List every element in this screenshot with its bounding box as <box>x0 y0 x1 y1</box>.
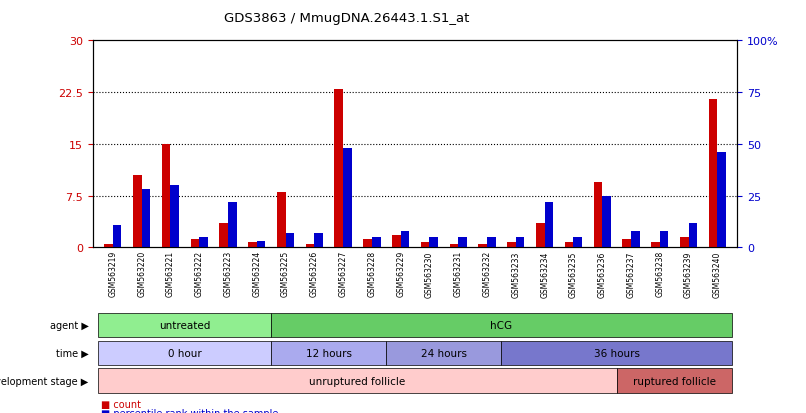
Text: 36 hours: 36 hours <box>593 348 640 358</box>
Bar <box>104 244 113 248</box>
Bar <box>285 233 294 248</box>
Text: time ▶: time ▶ <box>56 348 89 358</box>
Bar <box>660 231 668 248</box>
Bar <box>479 244 487 248</box>
Text: agent ▶: agent ▶ <box>50 320 89 330</box>
Text: 24 hours: 24 hours <box>421 348 467 358</box>
Bar <box>334 90 343 248</box>
Bar <box>162 145 170 248</box>
Bar <box>708 100 717 248</box>
Bar <box>257 242 265 248</box>
Bar <box>113 225 122 248</box>
Bar <box>343 149 351 248</box>
Bar <box>271 313 732 337</box>
Bar <box>98 313 271 337</box>
Text: unruptured follicle: unruptured follicle <box>310 375 405 386</box>
Bar <box>602 196 611 248</box>
Text: ruptured follicle: ruptured follicle <box>633 375 716 386</box>
Bar <box>401 231 409 248</box>
Bar <box>516 237 525 248</box>
Bar <box>622 240 631 248</box>
Bar <box>565 242 573 248</box>
Bar <box>314 233 323 248</box>
Bar <box>372 237 380 248</box>
Bar <box>507 242 516 248</box>
Bar <box>501 341 732 365</box>
Bar <box>421 242 430 248</box>
Bar <box>170 186 179 248</box>
Bar <box>142 190 150 248</box>
Bar <box>219 224 228 248</box>
Bar <box>98 368 617 393</box>
Bar <box>190 240 199 248</box>
Bar <box>617 368 732 393</box>
Bar <box>248 242 257 248</box>
Bar <box>271 341 386 365</box>
Bar <box>593 183 602 248</box>
Bar <box>392 235 401 248</box>
Text: ■ percentile rank within the sample: ■ percentile rank within the sample <box>101 408 278 413</box>
Text: ■ count: ■ count <box>101 399 141 409</box>
Bar <box>680 237 688 248</box>
Bar <box>133 176 142 248</box>
Bar <box>459 237 467 248</box>
Text: 0 hour: 0 hour <box>168 348 202 358</box>
Bar <box>364 240 372 248</box>
Bar <box>98 341 271 365</box>
Bar <box>651 242 660 248</box>
Bar <box>199 237 208 248</box>
Bar <box>688 223 697 248</box>
Text: GDS3863 / MmugDNA.26443.1.S1_at: GDS3863 / MmugDNA.26443.1.S1_at <box>224 12 469 25</box>
Bar <box>487 237 496 248</box>
Text: development stage ▶: development stage ▶ <box>0 375 89 386</box>
Text: untreated: untreated <box>159 320 210 330</box>
Text: 12 hours: 12 hours <box>305 348 351 358</box>
Bar <box>430 237 438 248</box>
Bar <box>545 202 553 248</box>
Bar <box>228 202 237 248</box>
Bar <box>277 193 285 248</box>
Bar <box>536 224 545 248</box>
Bar <box>631 231 640 248</box>
Bar <box>305 244 314 248</box>
Bar <box>386 341 501 365</box>
Bar <box>450 244 459 248</box>
Text: hCG: hCG <box>490 320 513 330</box>
Bar <box>717 153 726 248</box>
Bar <box>573 237 582 248</box>
